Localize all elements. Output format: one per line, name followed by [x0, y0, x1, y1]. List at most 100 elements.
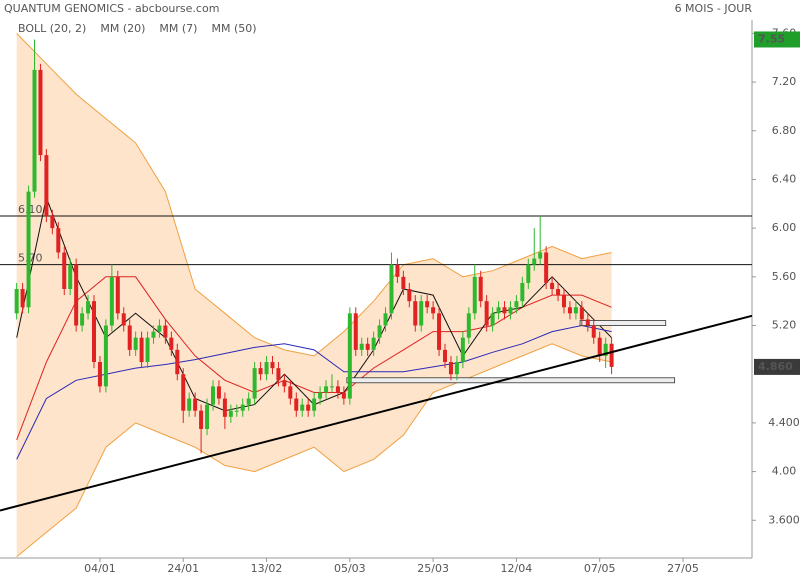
candle-body: [389, 264, 394, 314]
candle-body: [74, 264, 79, 326]
x-tick-label: 07/05: [584, 562, 616, 575]
candle: [359, 337, 364, 356]
candle-body: [353, 313, 358, 350]
candle: [270, 355, 275, 375]
candle: [312, 392, 317, 417]
candle-body: [371, 337, 376, 350]
candle-body: [139, 337, 144, 363]
candle: [32, 39, 37, 198]
y-tick-label: 4.400: [768, 416, 800, 429]
candle: [443, 343, 448, 369]
candle-body: [550, 282, 555, 289]
candle-body: [187, 398, 192, 411]
candle-body: [294, 398, 299, 411]
candle-body: [413, 301, 418, 326]
candle: [50, 209, 55, 235]
legend-entry: MM (7): [159, 22, 197, 35]
candle: [103, 319, 108, 393]
candle: [169, 331, 174, 356]
legend-entry: MM (50): [211, 22, 256, 35]
candle-body: [62, 252, 67, 289]
candle-body: [603, 343, 608, 356]
legend-entry: BOLL (20, 2): [18, 22, 86, 35]
candle: [484, 295, 489, 332]
candle: [466, 307, 471, 344]
candle: [115, 270, 120, 320]
candle-body: [169, 337, 174, 350]
candle-body: [228, 410, 233, 417]
candle-body: [496, 307, 501, 314]
x-tick-label: 04/01: [84, 562, 116, 575]
candle: [383, 307, 388, 332]
candle: [425, 295, 430, 314]
candle: [294, 392, 299, 417]
candle: [14, 282, 19, 320]
legend-entry: MM (20): [100, 22, 145, 35]
candle-body: [56, 228, 61, 253]
candle: [121, 307, 126, 332]
candle-body: [50, 215, 55, 229]
candle-body: [14, 289, 19, 314]
candle: [478, 270, 483, 308]
candle: [163, 319, 168, 344]
candle: [591, 319, 596, 344]
candle-body: [472, 276, 477, 314]
candle: [508, 301, 513, 320]
y-tick-label: 6.80: [772, 124, 797, 137]
x-tick-label: 13/02: [251, 562, 283, 575]
candle-body: [175, 349, 180, 375]
candle-body: [377, 325, 382, 338]
candle-body: [359, 343, 364, 350]
candle: [228, 404, 233, 423]
candle-body: [276, 368, 281, 381]
candle: [139, 331, 144, 369]
candle-body: [288, 386, 293, 399]
candle-body: [562, 295, 566, 308]
candle-body: [419, 301, 424, 326]
x-tick-label: 24/01: [167, 562, 199, 575]
candle-body: [163, 325, 168, 338]
moving-average: [16, 324, 612, 460]
price-marker-label: 4.860: [758, 360, 793, 373]
x-tick-label: 12/04: [501, 562, 533, 575]
candle-body: [92, 301, 96, 363]
candle-body: [26, 191, 31, 308]
candle-body: [460, 337, 465, 363]
candle: [401, 270, 406, 296]
candle: [38, 63, 43, 162]
candle-body: [585, 319, 590, 326]
candle: [240, 398, 245, 417]
candle: [514, 295, 519, 314]
candle-body: [454, 362, 459, 375]
candle-body: [133, 337, 138, 350]
candle: [389, 252, 394, 320]
candle: [490, 307, 495, 332]
candle-body: [341, 392, 346, 399]
candle: [431, 301, 436, 320]
candle-body: [407, 289, 412, 302]
candle-body: [502, 307, 507, 314]
candle: [472, 264, 477, 320]
candle-body: [103, 325, 108, 387]
candle-body: [431, 307, 436, 314]
candle-body: [573, 307, 578, 314]
candle-body: [234, 410, 239, 412]
candle: [341, 386, 346, 405]
y-tick-label: 3.600: [768, 513, 800, 526]
candle: [157, 319, 162, 338]
candle: [407, 282, 412, 308]
candle-body: [401, 276, 406, 289]
candle-body: [544, 252, 549, 283]
candle-body: [306, 404, 311, 411]
price-marker-label: 7.55: [758, 32, 785, 45]
price-marker: [754, 31, 800, 48]
candle-body: [335, 386, 340, 393]
candle-body: [329, 386, 334, 388]
candle-body: [127, 325, 132, 350]
candle: [496, 301, 501, 320]
candle-body: [312, 398, 317, 411]
candle: [437, 307, 442, 356]
candle-body: [270, 362, 275, 369]
candle: [68, 258, 73, 296]
